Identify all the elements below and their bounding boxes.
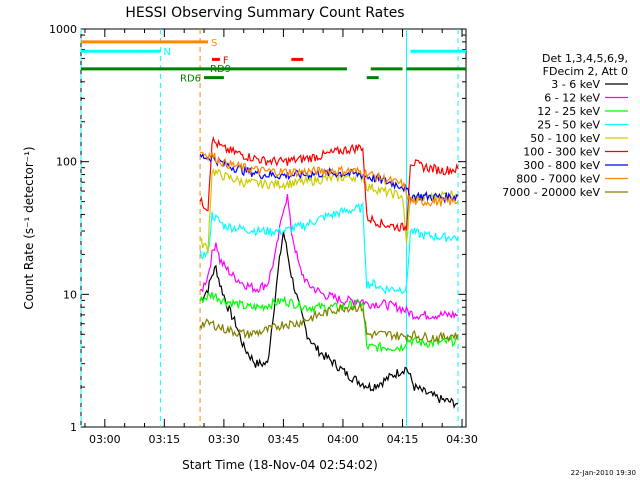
series-3-6kev <box>199 231 459 409</box>
chart-title: HESSI Observing Summary Count Rates <box>125 5 404 21</box>
x-tick-label: 03:30 <box>208 433 240 446</box>
x-tick-label: 04:15 <box>387 433 419 446</box>
legend: Det 1,3,4,5,6,9,FDecim 2, Att 03 - 6 keV… <box>502 52 628 199</box>
x-axis-label: Start Time (18-Nov-04 02:54:02) <box>182 458 378 472</box>
x-tick-label: 04:30 <box>446 433 478 446</box>
legend-label: 25 - 50 keV <box>537 119 600 132</box>
series-12-25kev <box>199 292 459 354</box>
legend-label: 100 - 300 keV <box>523 146 600 159</box>
series-25-50kev <box>199 202 459 295</box>
legend-label: 3 - 6 keV <box>551 78 600 91</box>
flag-label: S <box>211 38 217 49</box>
legend-label: 6 - 12 keV <box>544 92 600 105</box>
x-tick-label: 04:00 <box>327 433 359 446</box>
flag-label: RD9 <box>210 64 231 75</box>
y-tick-label: 100 <box>56 156 77 169</box>
series-50-100kev <box>199 167 459 254</box>
y-tick-label: 1000 <box>49 23 77 36</box>
plot-area: 1 10 100 1000 03:00 03:15 03:30 03:45 04:00 04:15… <box>49 23 478 446</box>
footer-timestamp: 22-Jan-2010 19:30 <box>571 469 636 477</box>
y-axis-label: Count Rate (s⁻¹ detector⁻¹) <box>22 146 36 309</box>
series-800-7000kev <box>199 150 459 207</box>
y-tick-label: 10 <box>63 288 77 301</box>
x-tick-label: 03:00 <box>89 433 121 446</box>
flag-label: F <box>223 55 229 66</box>
legend-label: 7000 - 20000 keV <box>502 186 600 199</box>
x-tick-label: 03:15 <box>148 433 180 446</box>
series-100-300kev <box>199 135 459 232</box>
legend-label: 12 - 25 keV <box>537 105 600 118</box>
legend-header: FDecim 2, Att 0 <box>543 65 628 78</box>
legend-label: 50 - 100 keV <box>530 132 600 145</box>
series-7000-20000kev <box>199 302 459 343</box>
x-tick-label: 03:45 <box>268 433 300 446</box>
flag-label: RD6 <box>180 74 201 85</box>
flag-label: N <box>163 47 170 58</box>
legend-label: 800 - 7000 keV <box>516 173 600 186</box>
series-6-12kev <box>199 194 459 321</box>
legend-label: 300 - 800 keV <box>523 159 600 172</box>
legend-header: Det 1,3,4,5,6,9, <box>542 52 628 65</box>
y-tick-label: 1 <box>70 421 77 434</box>
